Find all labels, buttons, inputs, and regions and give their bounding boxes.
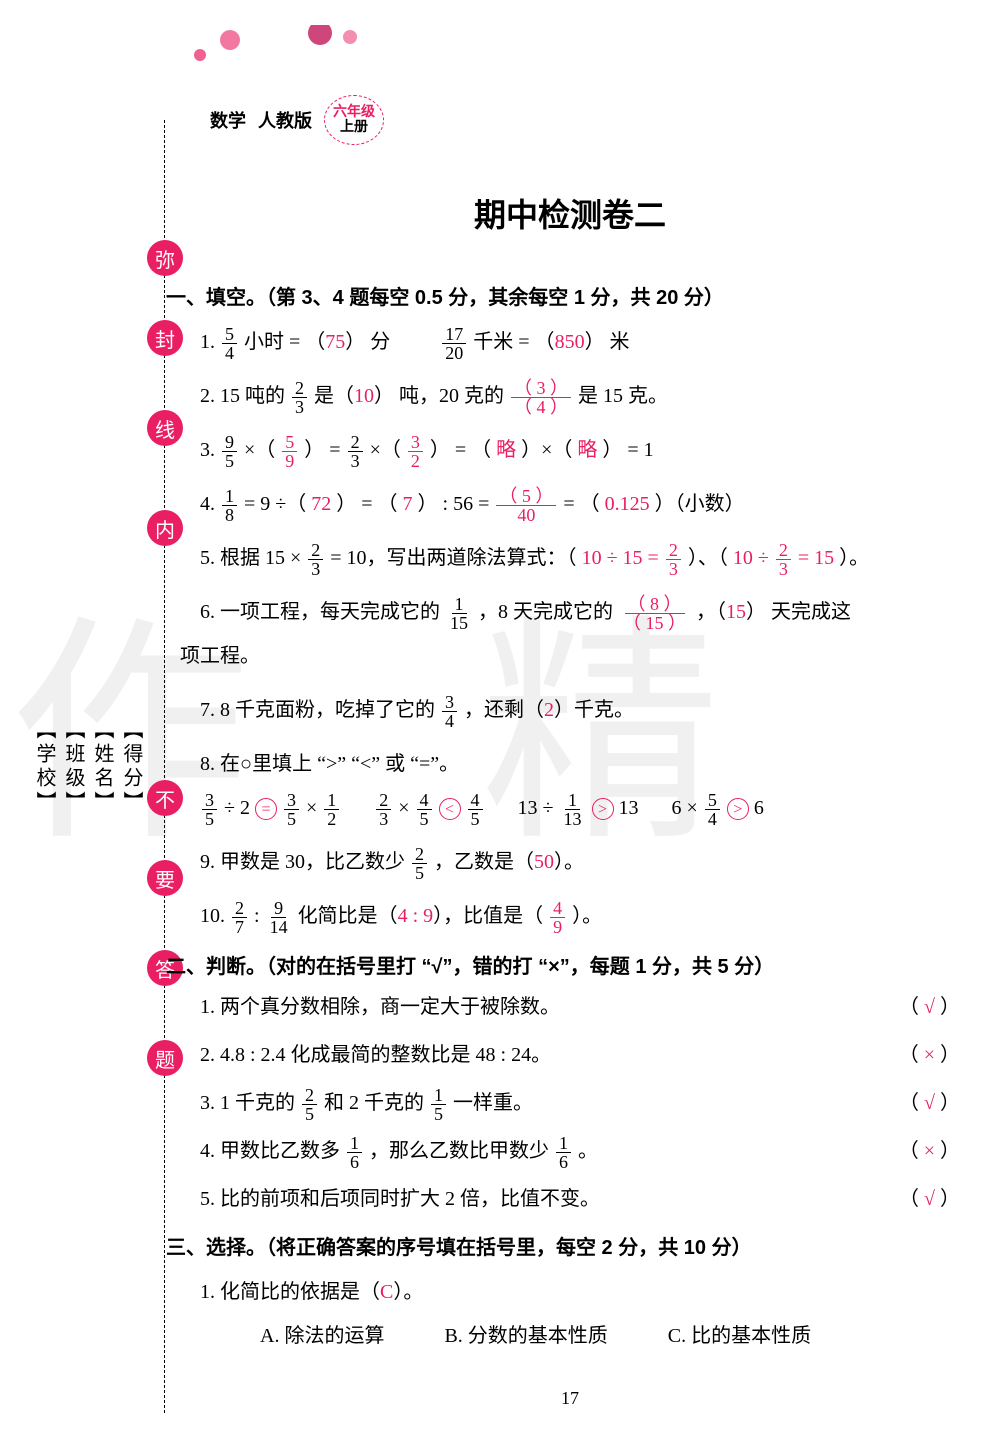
opt-a: A. 除法的运算 (260, 1314, 384, 1358)
s1-q7: 7. 8 千克面粉，吃掉了它的 34 ，还剩（2）千克。 (200, 688, 960, 732)
header-info: 数学 人教版 六年级 上册 (210, 95, 960, 145)
s2-q2: 2. 4.8 : 2.4 化成最简的整数比是 48 : 24。 （ × ） (200, 1035, 960, 1075)
s1-q1: 1. 54 小时 = （75） 分 1720 千米 = （850） 米 (200, 320, 960, 364)
header-decoration (180, 25, 420, 75)
subject: 数学 (210, 107, 246, 133)
s2-q5: 5. 比的前项和后项同时扩大 2 倍，比值不变。 （ √ ） (200, 1179, 960, 1219)
s1-q3: 3. 95 ×（ 59 ） = 23 ×（ 32 ） = （ 略 ）×（ 略 ）… (200, 428, 960, 472)
s2-q1: 1. 两个真分数相除，商一定大于被除数。 （ √ ） (200, 987, 960, 1027)
grade-badge: 六年级 上册 (324, 95, 384, 145)
s2-q3: 3. 1 千克的 25 和 2 千克的 15 一样重。 （ √ ） (200, 1083, 960, 1123)
section-2-head: 二、判断。（对的在括号里打 “√”，错的打 “×”，每题 1 分，共 5 分） (166, 950, 960, 979)
s1-q10: 10. 27 : 914 化简比是（4 : 9），比值是（ 49 ）。 (200, 894, 960, 938)
s2-q4: 4. 甲数比乙数多 16 ，那么乙数比甲数少 16 。 （ × ） (200, 1131, 960, 1171)
edition: 人教版 (258, 107, 312, 133)
s1-q8: 8. 在○里填上 “>” “<” 或 “=”。 35 ÷ 2 = 35 × 12… (200, 742, 960, 830)
s1-q2: 2. 15 吨的 23 是（10） 吨，20 克的 （ 3 ）（ 4 ） 是 1… (200, 374, 960, 418)
section-3-head: 三、选择。（将正确答案的序号填在括号里，每空 2 分，共 10 分） (166, 1231, 960, 1260)
opt-c: C. 比的基本性质 (668, 1314, 811, 1358)
s1-q5: 5. 根据 15 × 23 = 10，写出两道除法算式：（ 10 ÷ 15 = … (200, 536, 960, 580)
section-1-head: 一、填空。（第 3、4 题每空 0.5 分，其余每空 1 分，共 20 分） (166, 281, 960, 310)
s1-q6: 6. 一项工程，每天完成它的 115 ，8 天完成它的 （ 8 ）（ 15 ） … (200, 590, 960, 678)
s1-q9: 9. 甲数是 30，比乙数少 25 ，乙数是（50）。 (200, 840, 960, 884)
opt-b: B. 分数的基本性质 (444, 1314, 607, 1358)
s3-q1: 1. 化简比的依据是（C）。 A. 除法的运算 B. 分数的基本性质 C. 比的… (200, 1270, 960, 1358)
page-number: 17 (180, 1388, 960, 1409)
page-title: 期中检测卷二 (180, 190, 960, 236)
s1-q4: 4. 18 = 9 ÷（ 72 ） = （ 7 ） : 56 = （ 5 ）40… (200, 482, 960, 526)
